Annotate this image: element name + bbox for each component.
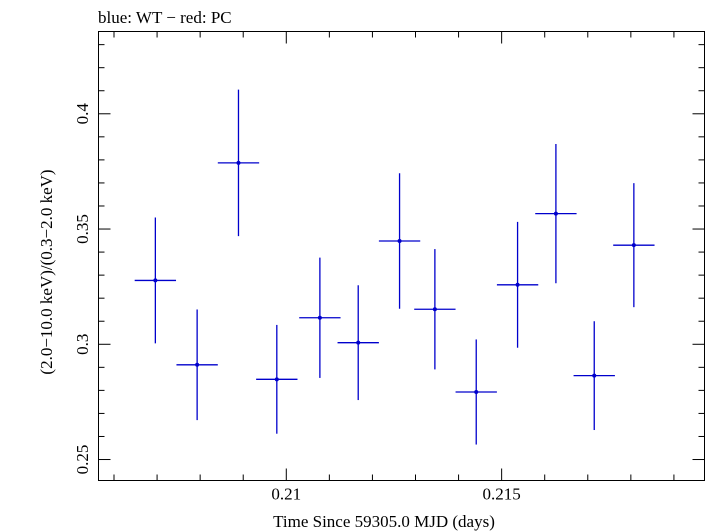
data-point bbox=[414, 249, 456, 370]
data-marker bbox=[153, 278, 158, 283]
data-point bbox=[256, 324, 298, 434]
plot-frame bbox=[98, 31, 705, 481]
data-marker bbox=[515, 282, 520, 287]
data-point bbox=[613, 183, 655, 308]
data-marker bbox=[397, 239, 402, 244]
data-series bbox=[134, 89, 655, 445]
data-point bbox=[573, 321, 615, 431]
data-point bbox=[496, 221, 539, 348]
data-marker bbox=[317, 315, 322, 320]
x-axis-label: Time Since 59305.0 MJD (days) bbox=[273, 512, 495, 531]
y-tick-label: 0.35 bbox=[73, 214, 92, 244]
chart-title: blue: WT − red: PC bbox=[98, 8, 232, 27]
data-marker bbox=[592, 373, 597, 378]
y-tick-label: 0.4 bbox=[73, 103, 92, 125]
data-point bbox=[535, 143, 577, 284]
axis-ticks: 0.21 0.215 0.25 0.3 0.35 0.4 bbox=[73, 31, 705, 504]
x-tick-label: 0.21 bbox=[271, 485, 301, 504]
data-point bbox=[455, 339, 497, 445]
data-point bbox=[176, 309, 218, 421]
data-point bbox=[378, 173, 421, 309]
x-tick-label: 0.215 bbox=[483, 485, 521, 504]
data-point bbox=[134, 217, 177, 344]
data-marker bbox=[274, 377, 279, 382]
data-marker bbox=[553, 211, 558, 216]
data-point bbox=[299, 257, 341, 378]
data-marker bbox=[631, 243, 636, 248]
data-marker bbox=[195, 362, 200, 367]
y-tick-label: 0.25 bbox=[73, 445, 92, 475]
data-marker bbox=[474, 389, 479, 394]
data-point bbox=[337, 285, 379, 401]
y-tick-label: 0.3 bbox=[73, 334, 92, 355]
data-point bbox=[217, 89, 260, 237]
data-marker bbox=[432, 307, 437, 312]
y-axis-label: (2.0−10.0 keV)/(0.3−2.0 keV) bbox=[37, 169, 56, 374]
data-marker bbox=[236, 160, 241, 165]
data-marker bbox=[356, 340, 361, 345]
